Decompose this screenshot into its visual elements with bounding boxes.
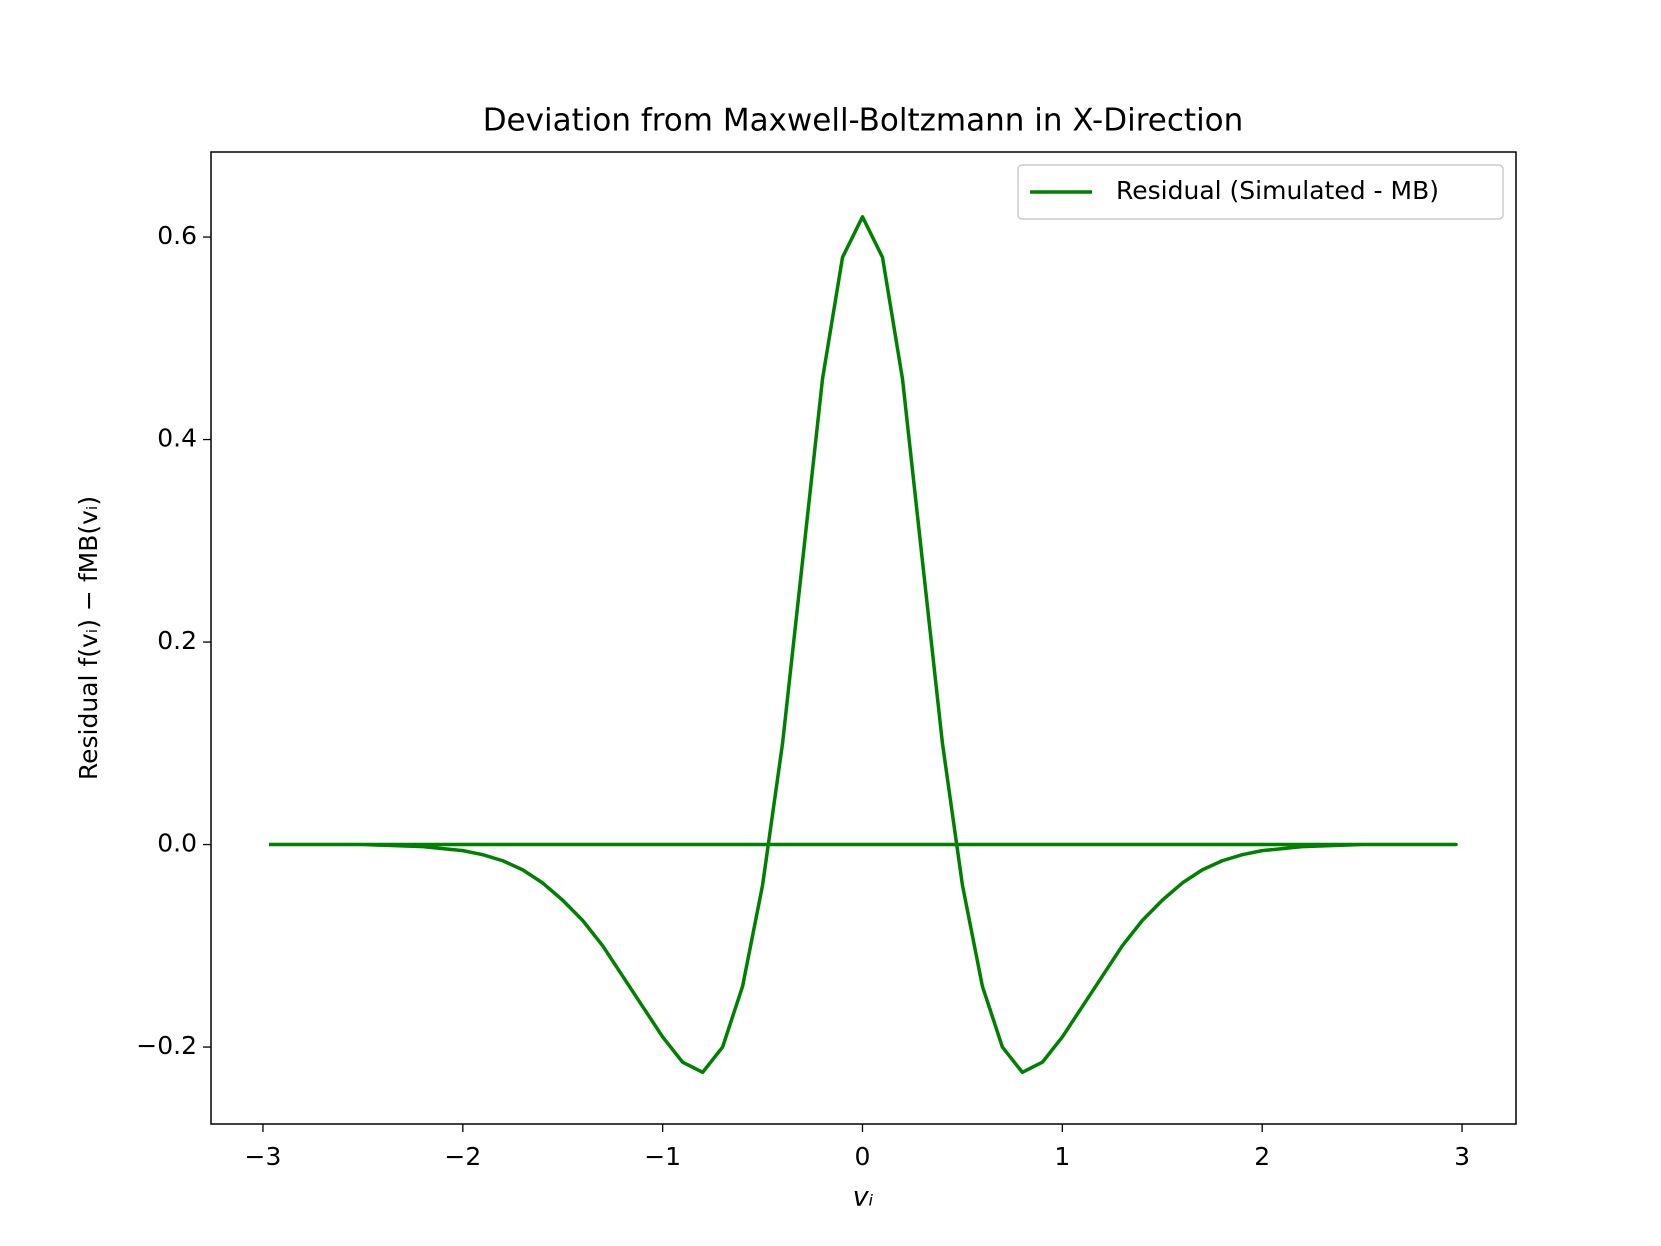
y-tick-label: 0.6: [157, 221, 197, 250]
y-tick-label: 0.0: [157, 829, 197, 858]
x-tick-label: −2: [444, 1142, 481, 1171]
chart-title: Deviation from Maxwell-Boltzmann in X-Di…: [483, 103, 1244, 139]
x-tick-label: −3: [245, 1142, 282, 1171]
x-tick-label: −1: [644, 1142, 681, 1171]
x-tick-label: 3: [1454, 1142, 1470, 1171]
y-tick-label: −0.2: [136, 1031, 197, 1060]
legend-box: [1017, 164, 1504, 220]
x-tick-label: 1: [1054, 1142, 1070, 1171]
y-tick-label: 0.2: [157, 626, 197, 655]
legend: Residual (Simulated - MB): [1017, 164, 1504, 220]
y-axis-label: Residual f(vᵢ) − fMB(vᵢ): [74, 496, 103, 780]
line-series: [268, 215, 1458, 1075]
legend-label: Residual (Simulated - MB): [1116, 176, 1439, 205]
x-tick-label: 2: [1254, 1142, 1270, 1171]
x-axis-label: vᵢ: [853, 1182, 874, 1213]
y-tick-label: 0.4: [157, 424, 197, 453]
plot-frame: [210, 151, 1517, 1125]
x-tick-label: 0: [855, 1142, 871, 1171]
